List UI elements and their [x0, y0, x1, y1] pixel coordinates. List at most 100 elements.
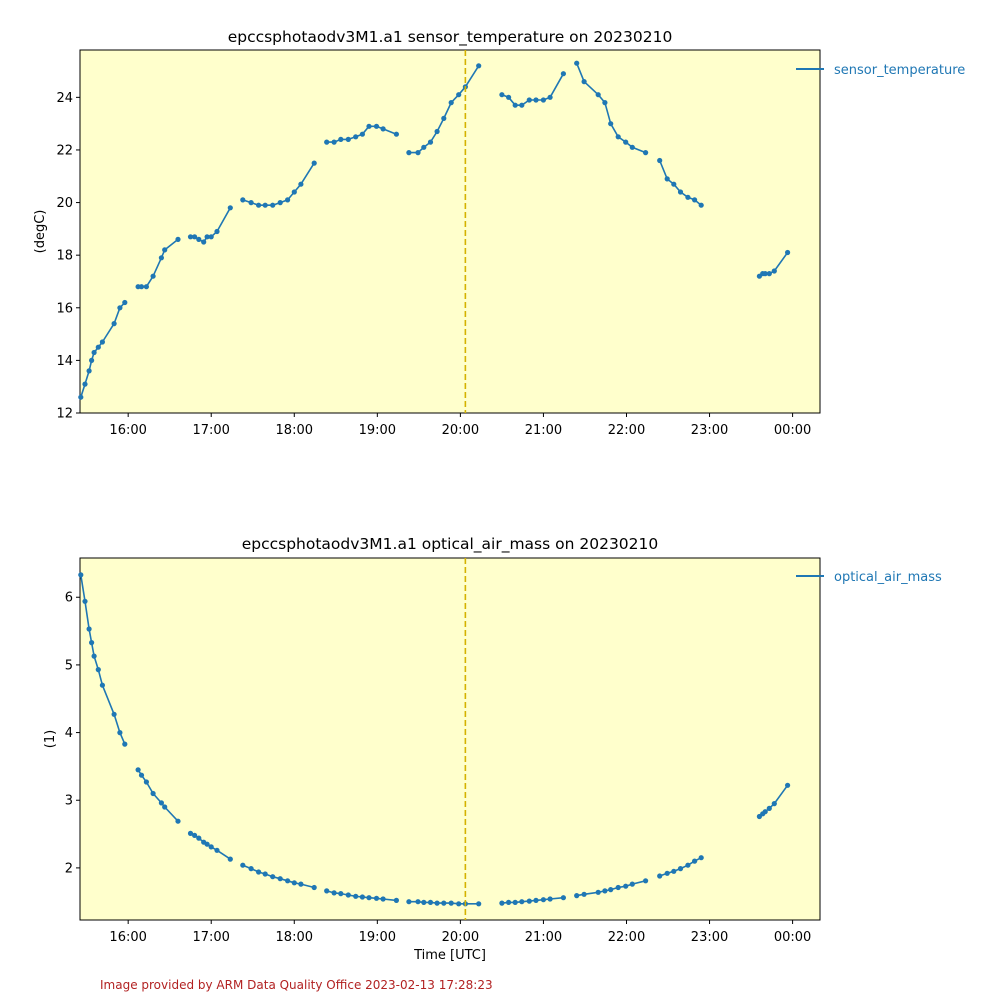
data-point [196, 835, 202, 841]
series-line-segment [80, 574, 126, 745]
data-point [162, 247, 168, 253]
data-point [248, 866, 254, 872]
data-point [277, 876, 283, 882]
legend-label-optical-air-mass: optical_air_mass [834, 570, 942, 585]
data-point [353, 893, 359, 899]
y-tick-label: 22 [56, 143, 73, 158]
data-point [158, 255, 164, 261]
series-line-segment [242, 864, 315, 889]
x-tick-label: 16:00 [109, 423, 146, 438]
data-point [331, 139, 337, 145]
x-tick-label: 22:00 [608, 423, 645, 438]
y-tick-label: 14 [56, 354, 73, 369]
series-line-segment [242, 162, 315, 206]
series-line-segment [326, 890, 397, 902]
y-tick-label: 5 [65, 658, 73, 673]
data-point [285, 197, 291, 203]
data-point [214, 228, 220, 235]
data-point [359, 894, 365, 900]
data-point [311, 160, 317, 166]
y-tick-label: 24 [56, 91, 73, 106]
data-point [766, 805, 772, 812]
data-point [373, 895, 380, 901]
data-point [512, 102, 518, 108]
data-point [519, 899, 525, 905]
data-point [256, 202, 262, 208]
data-point [111, 711, 117, 717]
data-point [291, 189, 297, 195]
data-point [512, 899, 518, 906]
data-point [595, 889, 601, 895]
data-point [91, 653, 97, 659]
data-point [692, 197, 698, 203]
data-point [581, 79, 587, 85]
data-point [311, 884, 317, 891]
x-tick-label: 20:00 [442, 423, 479, 438]
data-point [111, 321, 117, 327]
data-point [762, 809, 768, 815]
data-point [143, 284, 149, 290]
data-point [608, 121, 614, 127]
x-tick-label: 23:00 [691, 930, 728, 945]
data-point [427, 139, 434, 145]
data-point [135, 767, 141, 773]
data-point [353, 134, 359, 140]
data-point [506, 899, 512, 906]
y-axis-label-optical-air-mass: (1) [43, 730, 58, 748]
data-point [602, 100, 608, 106]
x-tick-label: 21:00 [525, 423, 562, 438]
data-point [240, 862, 246, 868]
y-tick-label: 16 [56, 301, 73, 316]
data-point [366, 123, 372, 129]
data-point [499, 900, 505, 906]
series-line-segment [326, 125, 397, 143]
y-tick-label: 18 [56, 249, 73, 264]
data-point [547, 94, 553, 100]
data-point [117, 305, 123, 311]
data-point [671, 181, 677, 187]
data-point [671, 868, 677, 874]
data-point [192, 234, 198, 240]
data-point [540, 97, 547, 103]
data-point [78, 572, 84, 578]
chart-optical-air-mass: 2 3 4 5 6 16:00 17:00 18:00 19:00 20:00 21:00 22:00… [43, 535, 942, 963]
data-point [434, 128, 440, 135]
data-point [421, 144, 427, 150]
series-line-segment [408, 65, 480, 154]
data-point [698, 855, 704, 861]
data-point [526, 898, 532, 904]
data-point [338, 136, 344, 142]
x-tick-label: 16:00 [109, 930, 146, 945]
x-tick-label: 18:00 [276, 423, 313, 438]
data-point [574, 893, 580, 899]
data-point [262, 202, 268, 208]
data-point [415, 899, 421, 905]
data-point [122, 299, 128, 306]
data-point [533, 97, 539, 103]
data-point [95, 344, 101, 350]
data-point [574, 60, 580, 66]
y-tick-label: 20 [56, 196, 73, 211]
data-point [406, 899, 412, 905]
data-point [657, 873, 663, 879]
data-point [560, 71, 567, 77]
y-tick-label: 12 [56, 407, 73, 422]
data-point [324, 888, 330, 894]
data-point [162, 804, 168, 810]
data-point [175, 236, 181, 242]
x-axis-label-optical-air-mass: Time [UTC] [413, 948, 486, 963]
data-point [78, 394, 84, 400]
plot-area-sensor-temperature [79, 49, 821, 414]
data-point [143, 779, 149, 785]
data-point [448, 900, 454, 906]
data-point [595, 92, 601, 98]
data-point [86, 626, 92, 632]
data-point [240, 197, 246, 203]
data-point [615, 884, 621, 891]
data-point [187, 234, 194, 240]
data-point [138, 772, 145, 778]
data-point [150, 790, 156, 797]
data-point [138, 284, 145, 290]
plot-area-optical-air-mass [79, 557, 821, 921]
